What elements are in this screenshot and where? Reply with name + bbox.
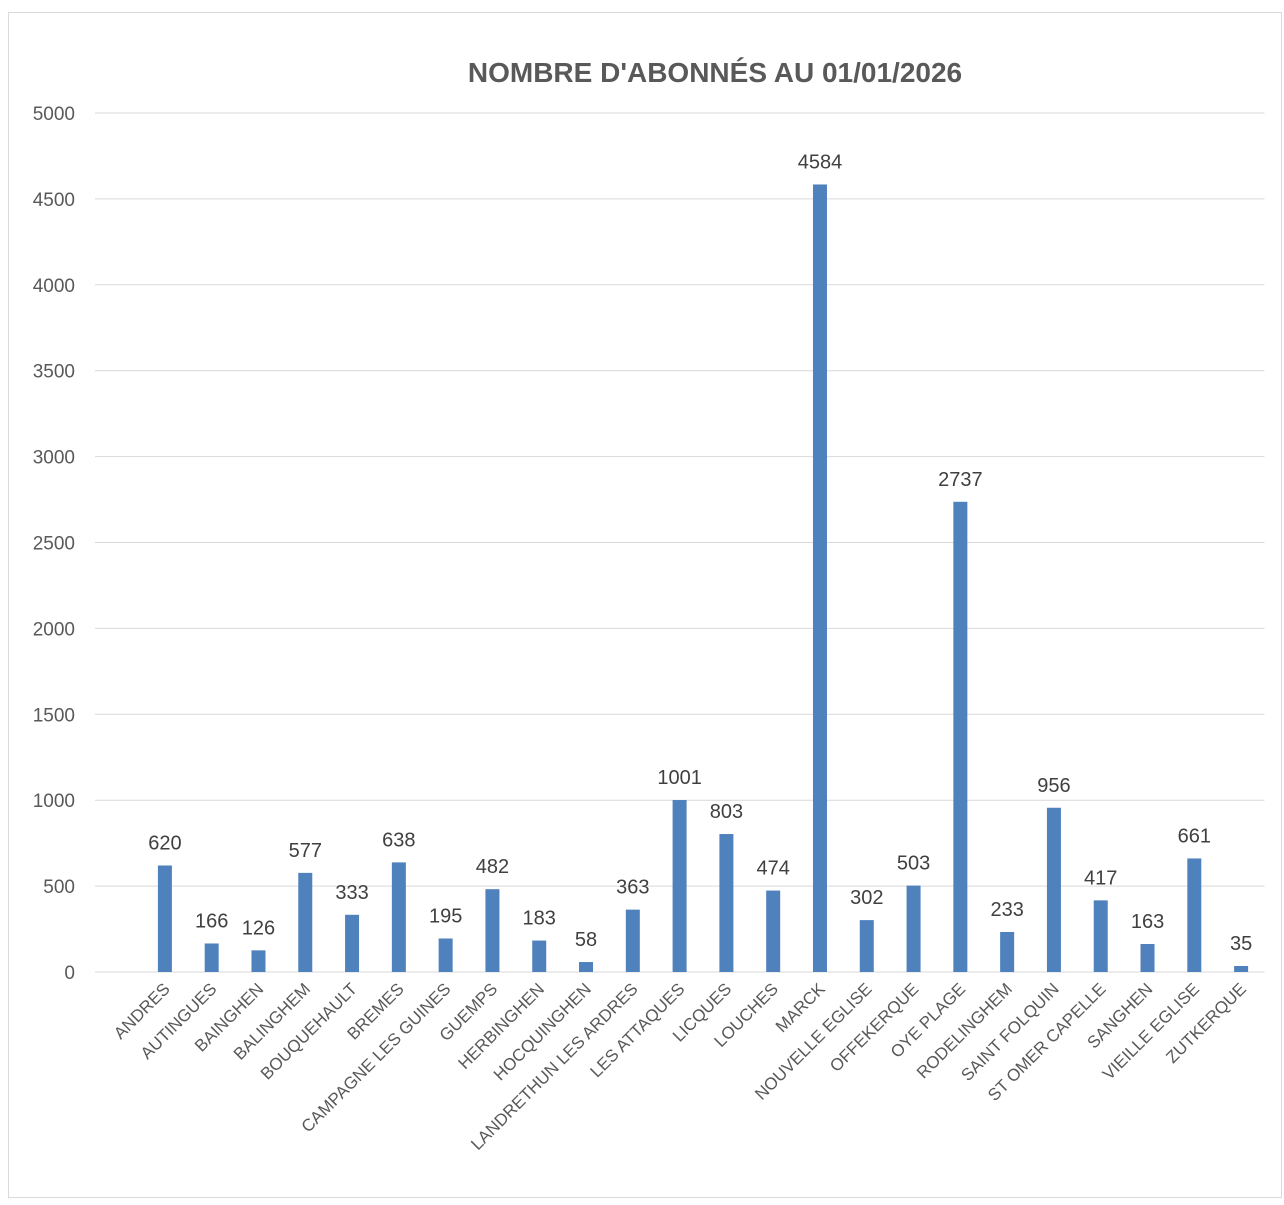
data-label: 482 [476,856,509,878]
data-label: 503 [897,853,930,875]
bar [157,865,172,972]
bar [906,885,921,972]
y-tick-label: 5000 [33,104,75,125]
data-label: 417 [1084,867,1117,889]
bar [1000,931,1015,972]
data-label: 4584 [798,151,843,173]
bar [812,184,827,972]
bar [532,940,547,972]
data-label: 1001 [657,767,702,789]
bar [298,872,313,972]
y-tick-label: 1500 [33,705,75,726]
data-label: 163 [1131,911,1164,933]
bar [485,889,500,972]
y-tick-label: 500 [43,877,75,898]
bar [672,800,687,972]
bar [579,962,594,972]
data-label: 35 [1230,933,1252,955]
data-label: 166 [195,910,228,932]
data-label: 126 [242,917,275,939]
data-label: 803 [710,801,743,823]
chart-frame [8,12,1282,1198]
bar [953,501,968,972]
data-label: 233 [990,899,1023,921]
y-tick-label: 4000 [33,276,75,297]
bar [438,938,453,972]
data-label: 638 [382,829,415,851]
data-label: 333 [335,882,368,904]
data-label: 302 [850,887,883,909]
bar [345,914,360,972]
bar [625,909,640,972]
y-tick-label: 3000 [33,448,75,469]
bar [719,834,734,972]
data-label: 474 [757,858,790,880]
bar [766,890,781,972]
data-label: 2737 [938,469,983,491]
bar [1187,858,1202,972]
bar [391,862,406,972]
bar [1046,807,1061,972]
chart-title: NOMBRE D'ABONNÉS AU 01/01/2026 [468,57,962,88]
data-label: 620 [148,832,181,854]
data-label: 661 [1178,825,1211,847]
bar [251,950,266,972]
bar [1234,965,1249,972]
data-label: 577 [289,840,322,862]
y-tick-label: 2000 [33,619,75,640]
bar [204,943,219,972]
data-label: 363 [616,877,649,899]
y-tick-label: 3500 [33,362,75,383]
data-label: 956 [1037,775,1070,797]
bar [1093,900,1108,972]
y-tick-label: 0 [64,963,75,984]
y-tick-label: 2500 [33,534,75,555]
bar [859,920,874,972]
y-tick-label: 4500 [33,190,75,211]
y-tick-label: 1000 [33,791,75,812]
data-label: 195 [429,905,462,927]
data-label: 58 [575,929,597,951]
bar [1140,943,1155,972]
data-label: 183 [523,908,556,930]
